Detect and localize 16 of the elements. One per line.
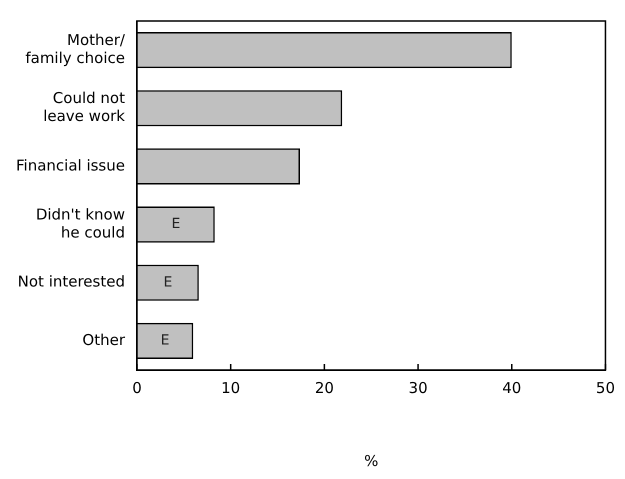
y-tick-label: Could not leave work xyxy=(43,89,126,126)
x-axis-title: % xyxy=(364,452,378,470)
y-tick-label: Financial issue xyxy=(16,156,125,174)
x-tick-label: 30 xyxy=(408,378,428,397)
x-tick-label: 50 xyxy=(596,378,616,397)
y-tick-label: Not interested xyxy=(18,272,125,291)
x-tick-label: 20 xyxy=(314,378,334,397)
y-tick-label: Mother/ family choice xyxy=(25,30,126,67)
x-tick-label: 0 xyxy=(132,378,142,397)
data-label: E xyxy=(171,216,180,232)
data-label: E xyxy=(163,274,172,290)
y-tick-label: Didn't know he could xyxy=(36,205,125,242)
data-label: E xyxy=(160,332,170,349)
x-tick-label: 10 xyxy=(221,378,240,397)
y-tick-label: Other xyxy=(82,330,126,349)
x-tick-label: 40 xyxy=(502,378,522,397)
